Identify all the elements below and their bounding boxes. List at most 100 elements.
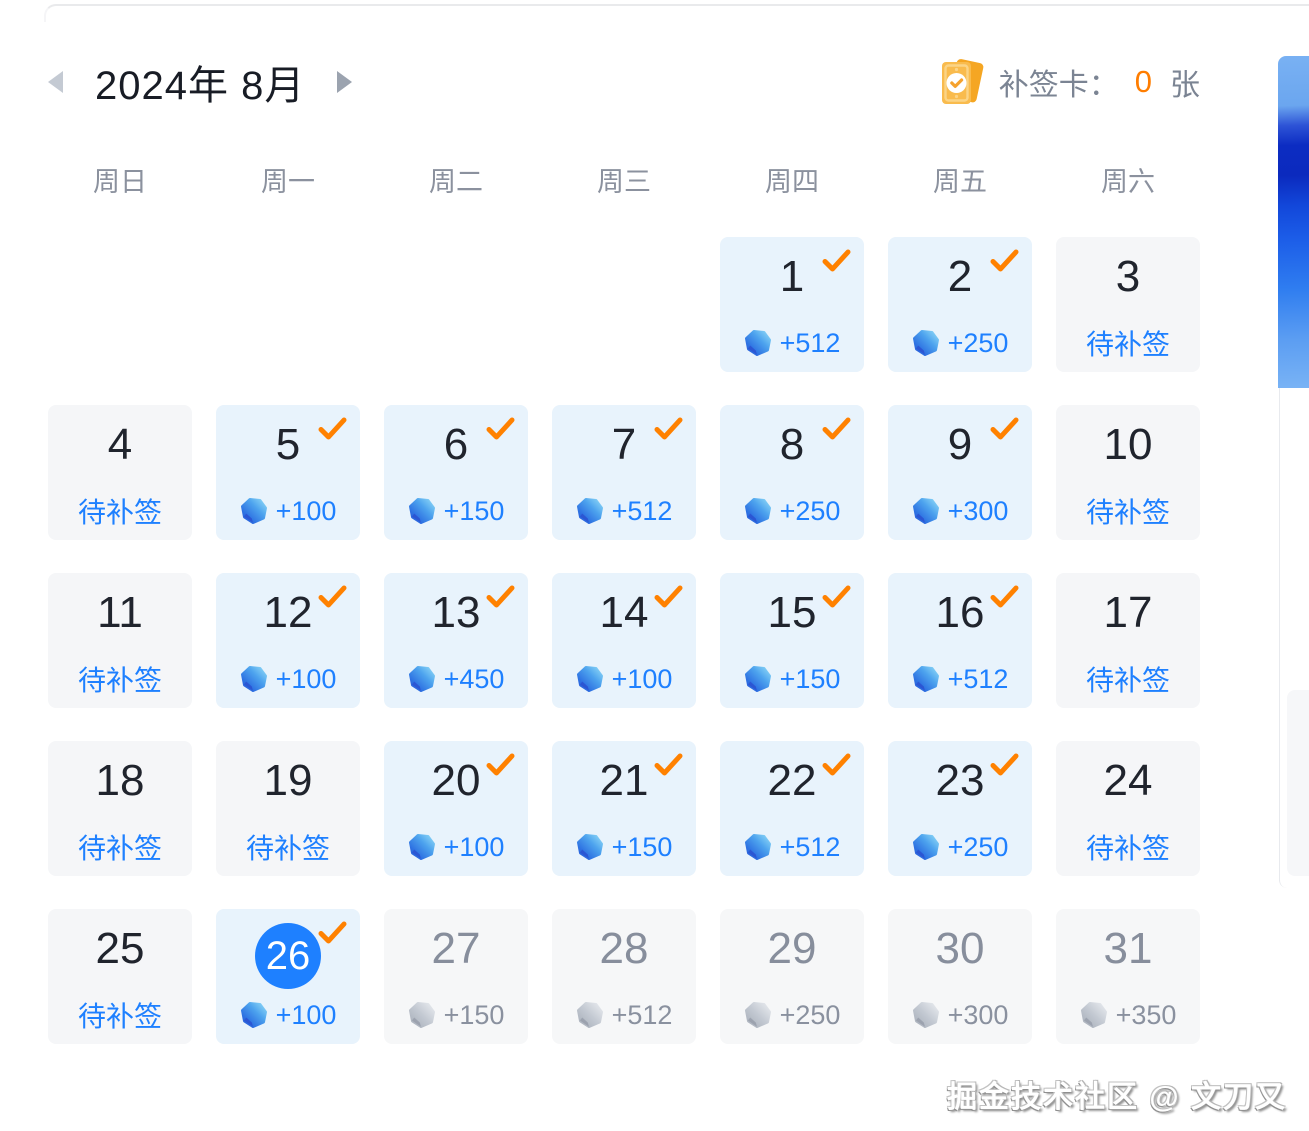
makeup-card-unit: 张 [1170, 69, 1200, 102]
reward-label: +300 [947, 999, 1009, 1030]
day-number: 11 [97, 588, 143, 637]
day-number: 28 [599, 924, 649, 973]
day-number: 21 [599, 756, 649, 805]
day-number: 27 [431, 924, 481, 973]
day-number: 25 [95, 924, 145, 973]
day-cell-19[interactable]: 19 待补签 [216, 741, 360, 876]
day-number: 23 [935, 756, 985, 805]
day-cell-22: 22 +512 [720, 741, 864, 876]
checkmark-icon [486, 417, 515, 440]
pending-label: 待补签 [1085, 833, 1170, 864]
gem-icon [576, 666, 603, 692]
day-detail: +100 [216, 998, 360, 1032]
day-cell-4[interactable]: 4 待补签 [48, 405, 192, 540]
day-cell-28: 28 +512 [552, 909, 696, 1044]
day-detail: 待补签 [48, 494, 192, 528]
day-cell-11[interactable]: 11 待补签 [48, 573, 192, 708]
day-cell-25[interactable]: 25 待补签 [48, 909, 192, 1044]
gem-icon [912, 834, 939, 860]
prev-month-button[interactable] [48, 71, 63, 93]
gem-icon [576, 498, 603, 524]
gem-icon [744, 834, 771, 860]
day-cell-2: 2 +250 [888, 237, 1032, 372]
gem-icon [744, 498, 771, 524]
day-cell-26: 26 +100 [216, 909, 360, 1044]
weekday-label-wed: 周三 [597, 167, 651, 197]
weekday-row: 周日 周一 周二 周三 周四 周五 周六 [48, 164, 1200, 200]
day-cell-15: 15 +150 [720, 573, 864, 708]
gem-icon [744, 666, 771, 692]
day-cell-9: 9 +300 [888, 405, 1032, 540]
pending-label: 待补签 [245, 833, 330, 864]
checkmark-icon [822, 585, 851, 608]
day-cell-12: 12 +100 [216, 573, 360, 708]
day-number: 8 [779, 420, 805, 469]
day-cell-5: 5 +100 [216, 405, 360, 540]
reward-label: +300 [947, 495, 1009, 526]
checkmark-icon [486, 753, 515, 776]
weekday-label-sat: 周六 [1101, 167, 1155, 197]
day-number: 6 [443, 420, 469, 469]
day-number-today: 26 [255, 923, 321, 989]
day-cell-24[interactable]: 24 待补签 [1056, 741, 1200, 876]
empty-cell [216, 237, 360, 372]
day-number: 19 [263, 756, 313, 805]
day-number: 2 [947, 252, 973, 301]
day-detail: +150 [384, 494, 528, 528]
sidebar-content-fragment [1287, 690, 1309, 876]
reward-label: +512 [779, 327, 841, 358]
day-detail: 待补签 [1056, 662, 1200, 696]
pending-label: 待补签 [77, 497, 162, 528]
gem-icon [744, 1002, 771, 1028]
day-cell-29: 29 +250 [720, 909, 864, 1044]
day-cell-27: 27 +150 [384, 909, 528, 1044]
day-detail: +150 [384, 998, 528, 1032]
day-detail: +512 [552, 998, 696, 1032]
gem-icon [408, 498, 435, 524]
reward-label: +512 [611, 495, 673, 526]
day-cell-16: 16 +512 [888, 573, 1032, 708]
reward-label: +250 [947, 327, 1009, 358]
day-cell-13: 13 +450 [384, 573, 528, 708]
pending-label: 待补签 [77, 833, 162, 864]
day-detail: +350 [1056, 998, 1200, 1032]
checkmark-icon [318, 417, 347, 440]
checkmark-icon [822, 753, 851, 776]
gem-icon [408, 1002, 435, 1028]
day-number: 7 [611, 420, 637, 469]
checkmark-icon [654, 417, 683, 440]
day-number: 16 [935, 588, 985, 637]
checkmark-icon [990, 585, 1019, 608]
empty-cell [48, 237, 192, 372]
day-number: 30 [935, 924, 985, 973]
reward-label: +100 [275, 495, 337, 526]
reward-label: +150 [779, 663, 841, 694]
day-cell-3[interactable]: 3 待补签 [1056, 237, 1200, 372]
weekday-label-sun: 周日 [93, 167, 147, 197]
day-number: 13 [431, 588, 481, 637]
day-number: 14 [599, 588, 649, 637]
day-number: 10 [1103, 420, 1153, 469]
day-detail: 待补签 [48, 662, 192, 696]
reward-label: +150 [443, 495, 505, 526]
day-cell-14: 14 +100 [552, 573, 696, 708]
day-detail: +100 [216, 662, 360, 696]
checkmark-icon [990, 417, 1019, 440]
next-month-button[interactable] [337, 71, 353, 93]
gem-icon [576, 1002, 603, 1028]
gem-icon [744, 330, 771, 356]
sidebar-banner-image[interactable] [1278, 56, 1309, 388]
day-cell-10[interactable]: 10 待补签 [1056, 405, 1200, 540]
day-number: 12 [263, 588, 313, 637]
checkmark-icon [822, 417, 851, 440]
day-number: 5 [275, 420, 301, 469]
day-detail: +512 [720, 326, 864, 360]
day-detail: +300 [888, 998, 1032, 1032]
day-cell-21: 21 +150 [552, 741, 696, 876]
reward-label: +250 [779, 495, 841, 526]
day-detail: +100 [216, 494, 360, 528]
weekday-label-fri: 周五 [933, 167, 987, 197]
day-cell-18[interactable]: 18 待补签 [48, 741, 192, 876]
day-cell-17[interactable]: 17 待补签 [1056, 573, 1200, 708]
day-detail: +300 [888, 494, 1032, 528]
